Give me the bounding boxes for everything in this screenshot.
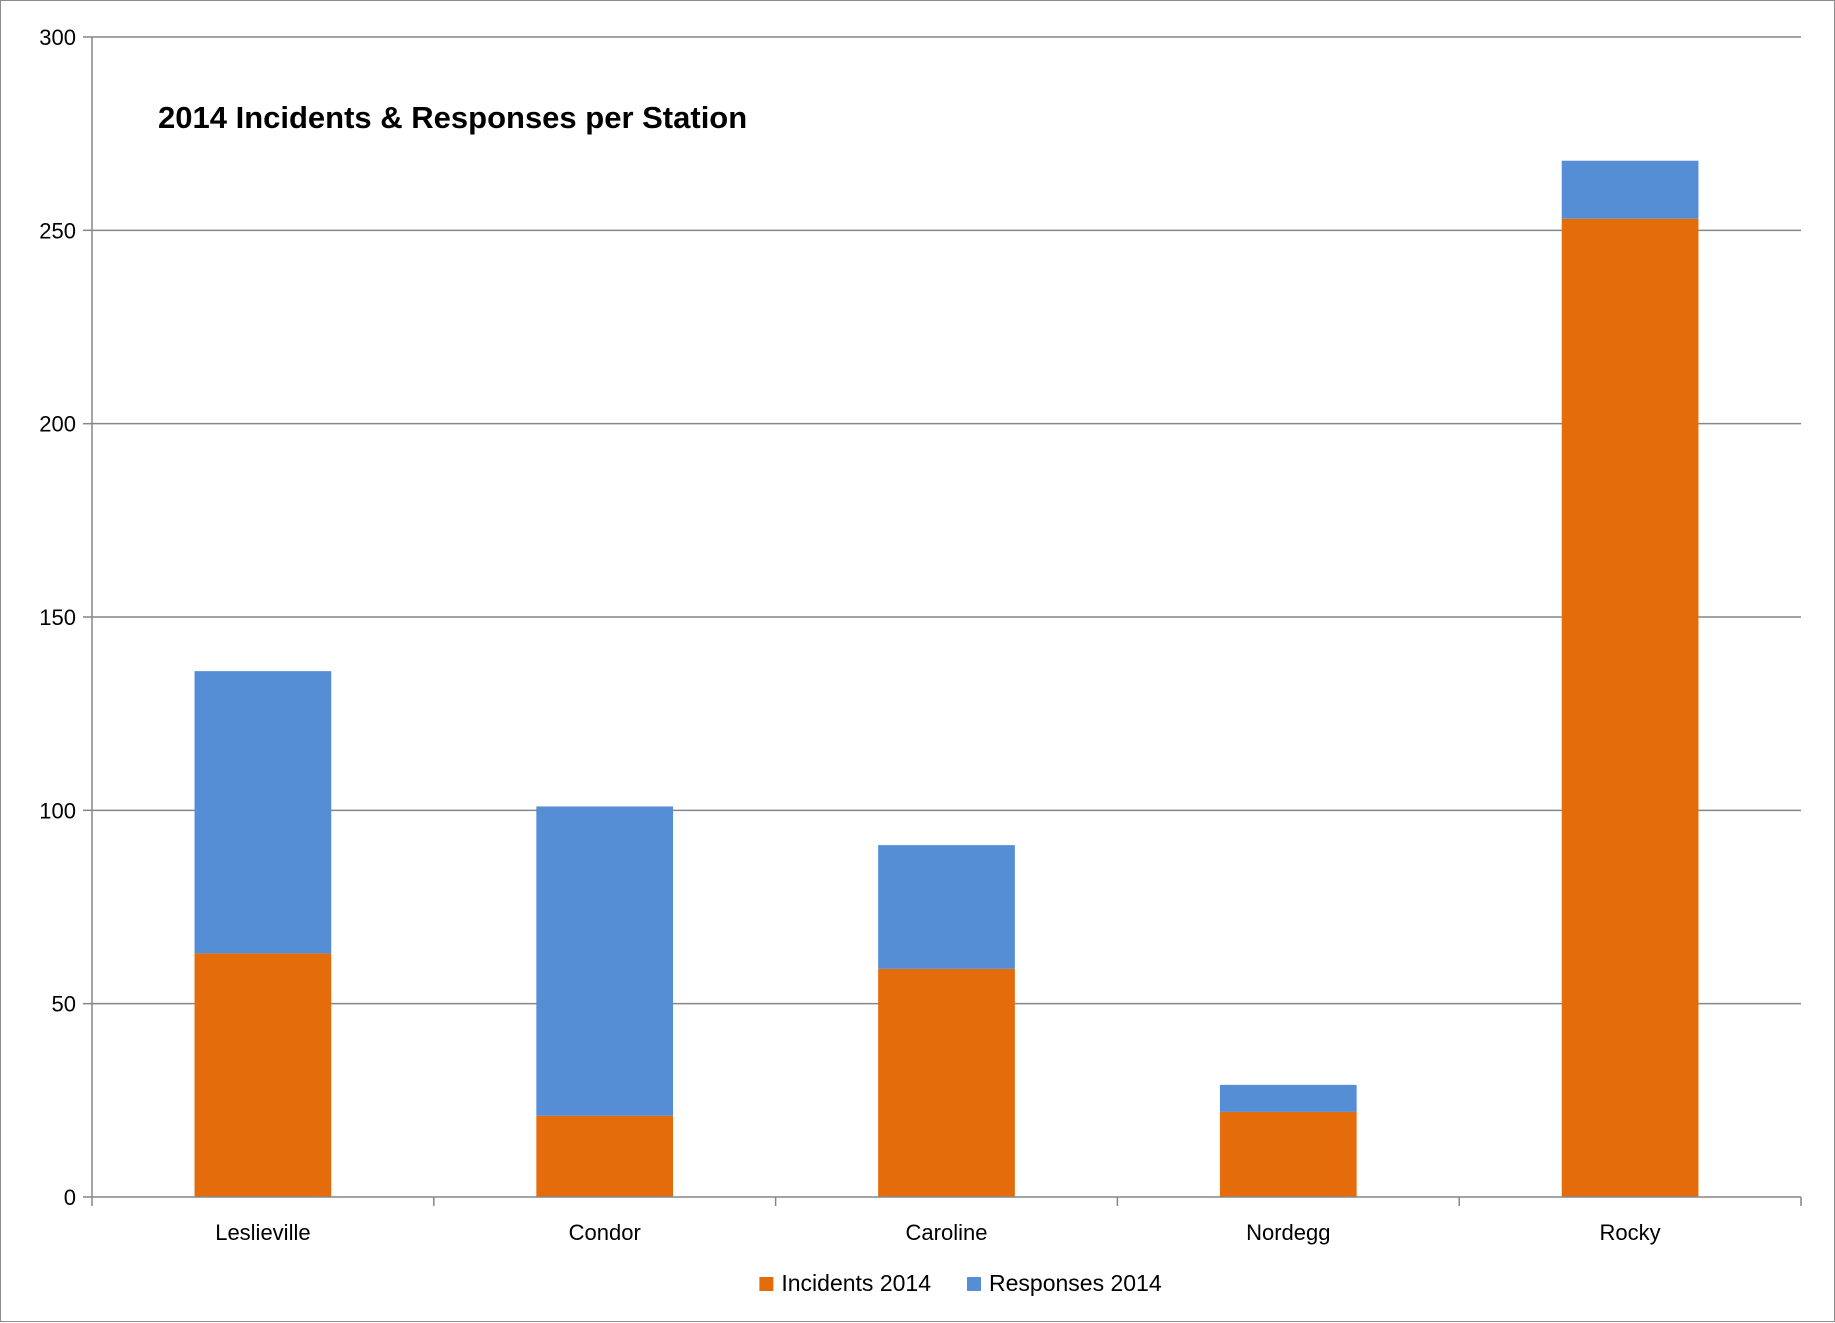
y-tick-label: 150 (39, 605, 76, 630)
y-tick-label: 200 (39, 412, 76, 437)
bar-responses-2014-nordegg (1219, 1084, 1357, 1112)
tick-labels: 0 50 100 150 200 250 300 Leslieville Condor Carol… (39, 25, 1660, 1245)
x-tick-label: Nordegg (1246, 1220, 1330, 1245)
bar-responses-2014-rocky (1561, 160, 1699, 219)
y-tick-label: 300 (39, 25, 76, 50)
bars (194, 160, 1699, 1197)
bar-incidents-2014-leslieville (194, 953, 332, 1197)
x-tick-label: Caroline (906, 1220, 988, 1245)
legend-label: Responses 2014 (989, 1270, 1162, 1296)
y-tick-label: 100 (39, 798, 76, 823)
y-tick-label: 250 (39, 218, 76, 243)
gridlines (92, 36, 1801, 1005)
bar-incidents-2014-rocky (1561, 218, 1699, 1197)
bar-incidents-2014-caroline (878, 968, 1015, 1197)
legend-label: Incidents 2014 (781, 1270, 931, 1296)
bar-responses-2014-leslieville (194, 671, 332, 954)
x-tick-label: Condor (569, 1220, 641, 1245)
x-tick-label: Rocky (1600, 1220, 1661, 1245)
bar-responses-2014-caroline (878, 845, 1015, 969)
bar-responses-2014-condor (536, 806, 674, 1116)
axes (83, 36, 1802, 1206)
chart-title: 2014 Incidents & Responses per Station (158, 100, 747, 135)
y-tick-label: 50 (52, 992, 76, 1017)
legend-swatch (967, 1277, 981, 1291)
legend: Incidents 2014 Responses 2014 (759, 1270, 1162, 1296)
x-tick-label: Leslieville (215, 1220, 310, 1245)
bar-incidents-2014-nordegg (1219, 1111, 1357, 1197)
bar-incidents-2014-condor (536, 1115, 674, 1197)
legend-swatch (759, 1277, 774, 1291)
y-tick-label: 0 (64, 1185, 76, 1210)
